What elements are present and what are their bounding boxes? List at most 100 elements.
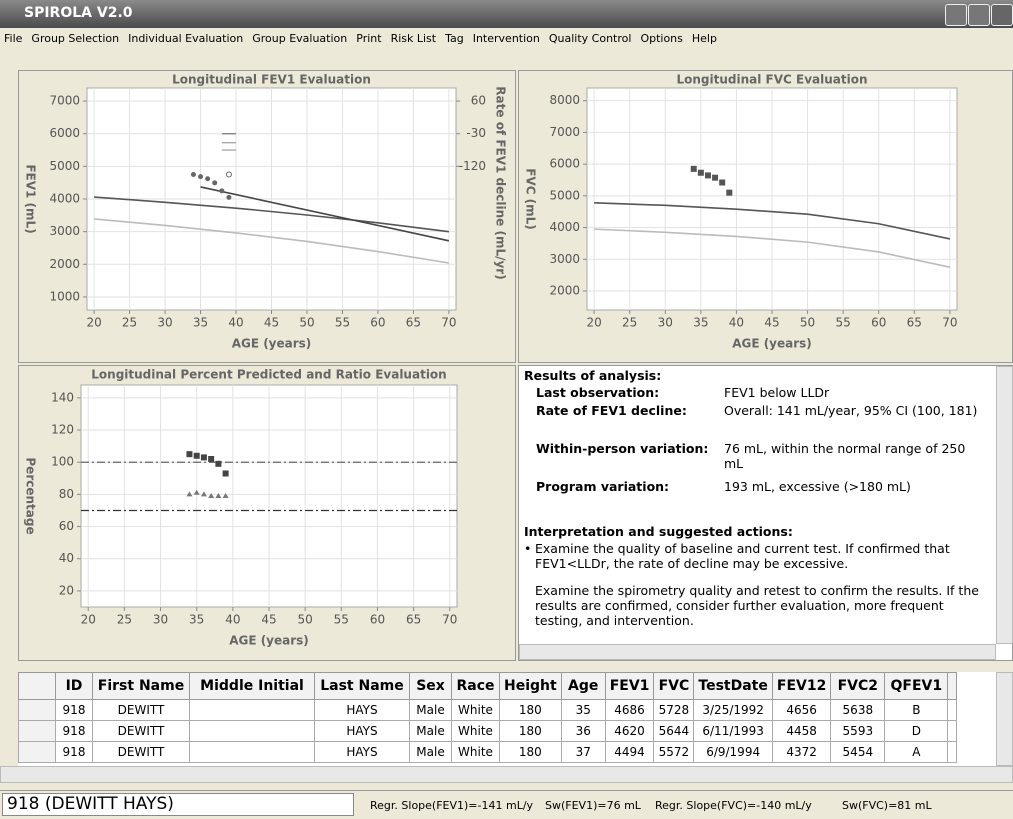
data-point <box>697 169 704 176</box>
x-tick-label: 55 <box>335 316 350 330</box>
header-row: ID First Name Middle Initial Last Name Sex Ra… <box>18 672 958 700</box>
status-bar: 918 (DEWITT HAYS) Regr. Slope(FEV1)=-141… <box>0 790 1013 819</box>
chart: 20 25 30 35 40 45 50 55 60 65 70 20 40 60 80 100 120 140 L… <box>24 368 458 648</box>
series-line <box>94 196 450 233</box>
chart-title: Longitudinal FEV1 Evaluation <box>172 73 371 87</box>
results-heading: Results of analysis: <box>524 368 662 383</box>
patient-text: 918 (DEWITT HAYS) <box>7 794 174 814</box>
row-header <box>18 720 56 742</box>
menu-item[interactable]: Intervention <box>472 32 540 45</box>
data-point <box>186 451 193 458</box>
patient-select[interactable]: 918 (DEWITT HAYS) <box>2 793 354 816</box>
vertical-scrollbar[interactable] <box>996 672 1013 766</box>
y-tick-label: 7000 <box>49 94 80 108</box>
bullet: • Examine the quality of baseline and cur… <box>524 541 974 571</box>
row-header <box>18 672 56 700</box>
horizontal-scrollbar[interactable] <box>519 644 996 660</box>
y-tick-label: 8000 <box>549 93 580 107</box>
cell: 5572 <box>653 741 695 763</box>
y-axis-label: FVC (mL) <box>524 168 538 230</box>
cell: 5454 <box>830 741 886 763</box>
y-tick-label: 40 <box>59 551 74 565</box>
series-line <box>94 218 450 264</box>
x-axis-label: AGE (years) <box>232 337 312 351</box>
menu-bar: File Group Selection Individual Evaluation… <box>0 32 1013 50</box>
x-tick-label: 35 <box>193 316 208 330</box>
cell: HAYS <box>314 720 410 742</box>
cell: 37 <box>560 741 606 763</box>
cell: 4656 <box>771 699 832 721</box>
x-tick-label: 70 <box>442 613 457 627</box>
cell: 5638 <box>830 699 886 721</box>
x-tick-label: 55 <box>334 613 349 627</box>
data-table: ID First Name Middle Initial Last Name Sex Ra… <box>18 672 996 766</box>
column-header: Age <box>560 672 606 700</box>
filler <box>947 672 958 700</box>
y-tick-label: 60 <box>59 519 74 533</box>
cell: B <box>884 699 949 721</box>
menu-item[interactable]: Tag <box>445 32 464 45</box>
x-tick-label: 45 <box>261 613 276 627</box>
menu-item[interactable]: Print <box>356 32 382 45</box>
series-line <box>200 186 450 242</box>
y-tick-label: 120 <box>51 423 74 437</box>
menu-item[interactable]: Help <box>691 32 717 45</box>
x-tick-label: 70 <box>441 316 456 330</box>
data-point <box>219 188 225 194</box>
menu-item[interactable]: Risk List <box>390 32 437 45</box>
vertical-scrollbar[interactable] <box>996 366 1013 644</box>
filler <box>947 741 958 763</box>
row-header <box>18 741 56 763</box>
menu-item[interactable]: File <box>4 32 23 45</box>
cell: 5593 <box>830 720 886 742</box>
maximize-button[interactable] <box>968 4 990 26</box>
y2-tick-label: 60 <box>471 94 486 108</box>
cell: 4458 <box>771 720 832 742</box>
x-tick-label: 50 <box>298 613 313 627</box>
result-label: Last observation: <box>536 385 660 400</box>
menu-item[interactable]: Quality Control <box>548 32 632 45</box>
close-button[interactable] <box>991 4 1013 26</box>
y-tick-label: 7000 <box>549 125 580 139</box>
menu-item[interactable]: Individual Evaluation <box>128 32 244 45</box>
data-point <box>225 171 232 178</box>
table-row[interactable]: 918 DEWITT HAYS Male White 180 37 4494 5572 6/9/1… <box>18 741 958 763</box>
table-row[interactable]: 918 DEWITT HAYS Male White 180 36 4620 5644 6/11/… <box>18 720 958 742</box>
column-header: FVC <box>653 672 695 700</box>
horizontal-scrollbar[interactable] <box>0 766 1013 783</box>
data-point <box>726 189 733 196</box>
minimize-button[interactable] <box>945 4 967 26</box>
data-point <box>198 174 204 180</box>
menu-item[interactable]: Group Evaluation <box>252 32 348 45</box>
data-point <box>719 179 726 186</box>
cell: D <box>884 720 949 742</box>
cell: 4494 <box>604 741 655 763</box>
data-point <box>212 180 218 186</box>
y-tick-label: 4000 <box>49 192 80 206</box>
column-header: Race <box>451 672 500 700</box>
x-tick-label: 60 <box>871 316 886 330</box>
y-tick-label: 3000 <box>549 252 580 266</box>
y-axis-label: FEV1 (mL) <box>24 164 38 233</box>
cell: White <box>451 699 500 721</box>
window-title: SPIROLA V2.0 <box>24 5 133 21</box>
menu-item[interactable]: Options <box>640 32 683 45</box>
column-header: TestDate <box>693 672 773 700</box>
column-header: FEV12 <box>771 672 832 700</box>
x-tick-label: 30 <box>658 316 673 330</box>
x-tick-label: 20 <box>86 316 101 330</box>
data-point <box>215 493 222 498</box>
cell: 180 <box>499 699 562 721</box>
x-tick-label: 40 <box>228 316 243 330</box>
result-value: 193 mL, excessive (>180 mL) <box>724 479 911 494</box>
table-row[interactable]: 918 DEWITT HAYS Male White 180 35 4686 5728 3/25/… <box>18 699 958 721</box>
row-header <box>18 699 56 721</box>
table: ID First Name Middle Initial Last Name Sex Ra… <box>18 672 958 763</box>
cell: Male <box>409 720 452 742</box>
cell: 3/25/1992 <box>693 699 773 721</box>
menu-item[interactable]: Group Selection <box>31 32 120 45</box>
column-header: Height <box>499 672 562 700</box>
cell <box>189 741 315 763</box>
x-tick-label: 25 <box>117 613 132 627</box>
y2-tick-label: -120 <box>459 159 486 173</box>
